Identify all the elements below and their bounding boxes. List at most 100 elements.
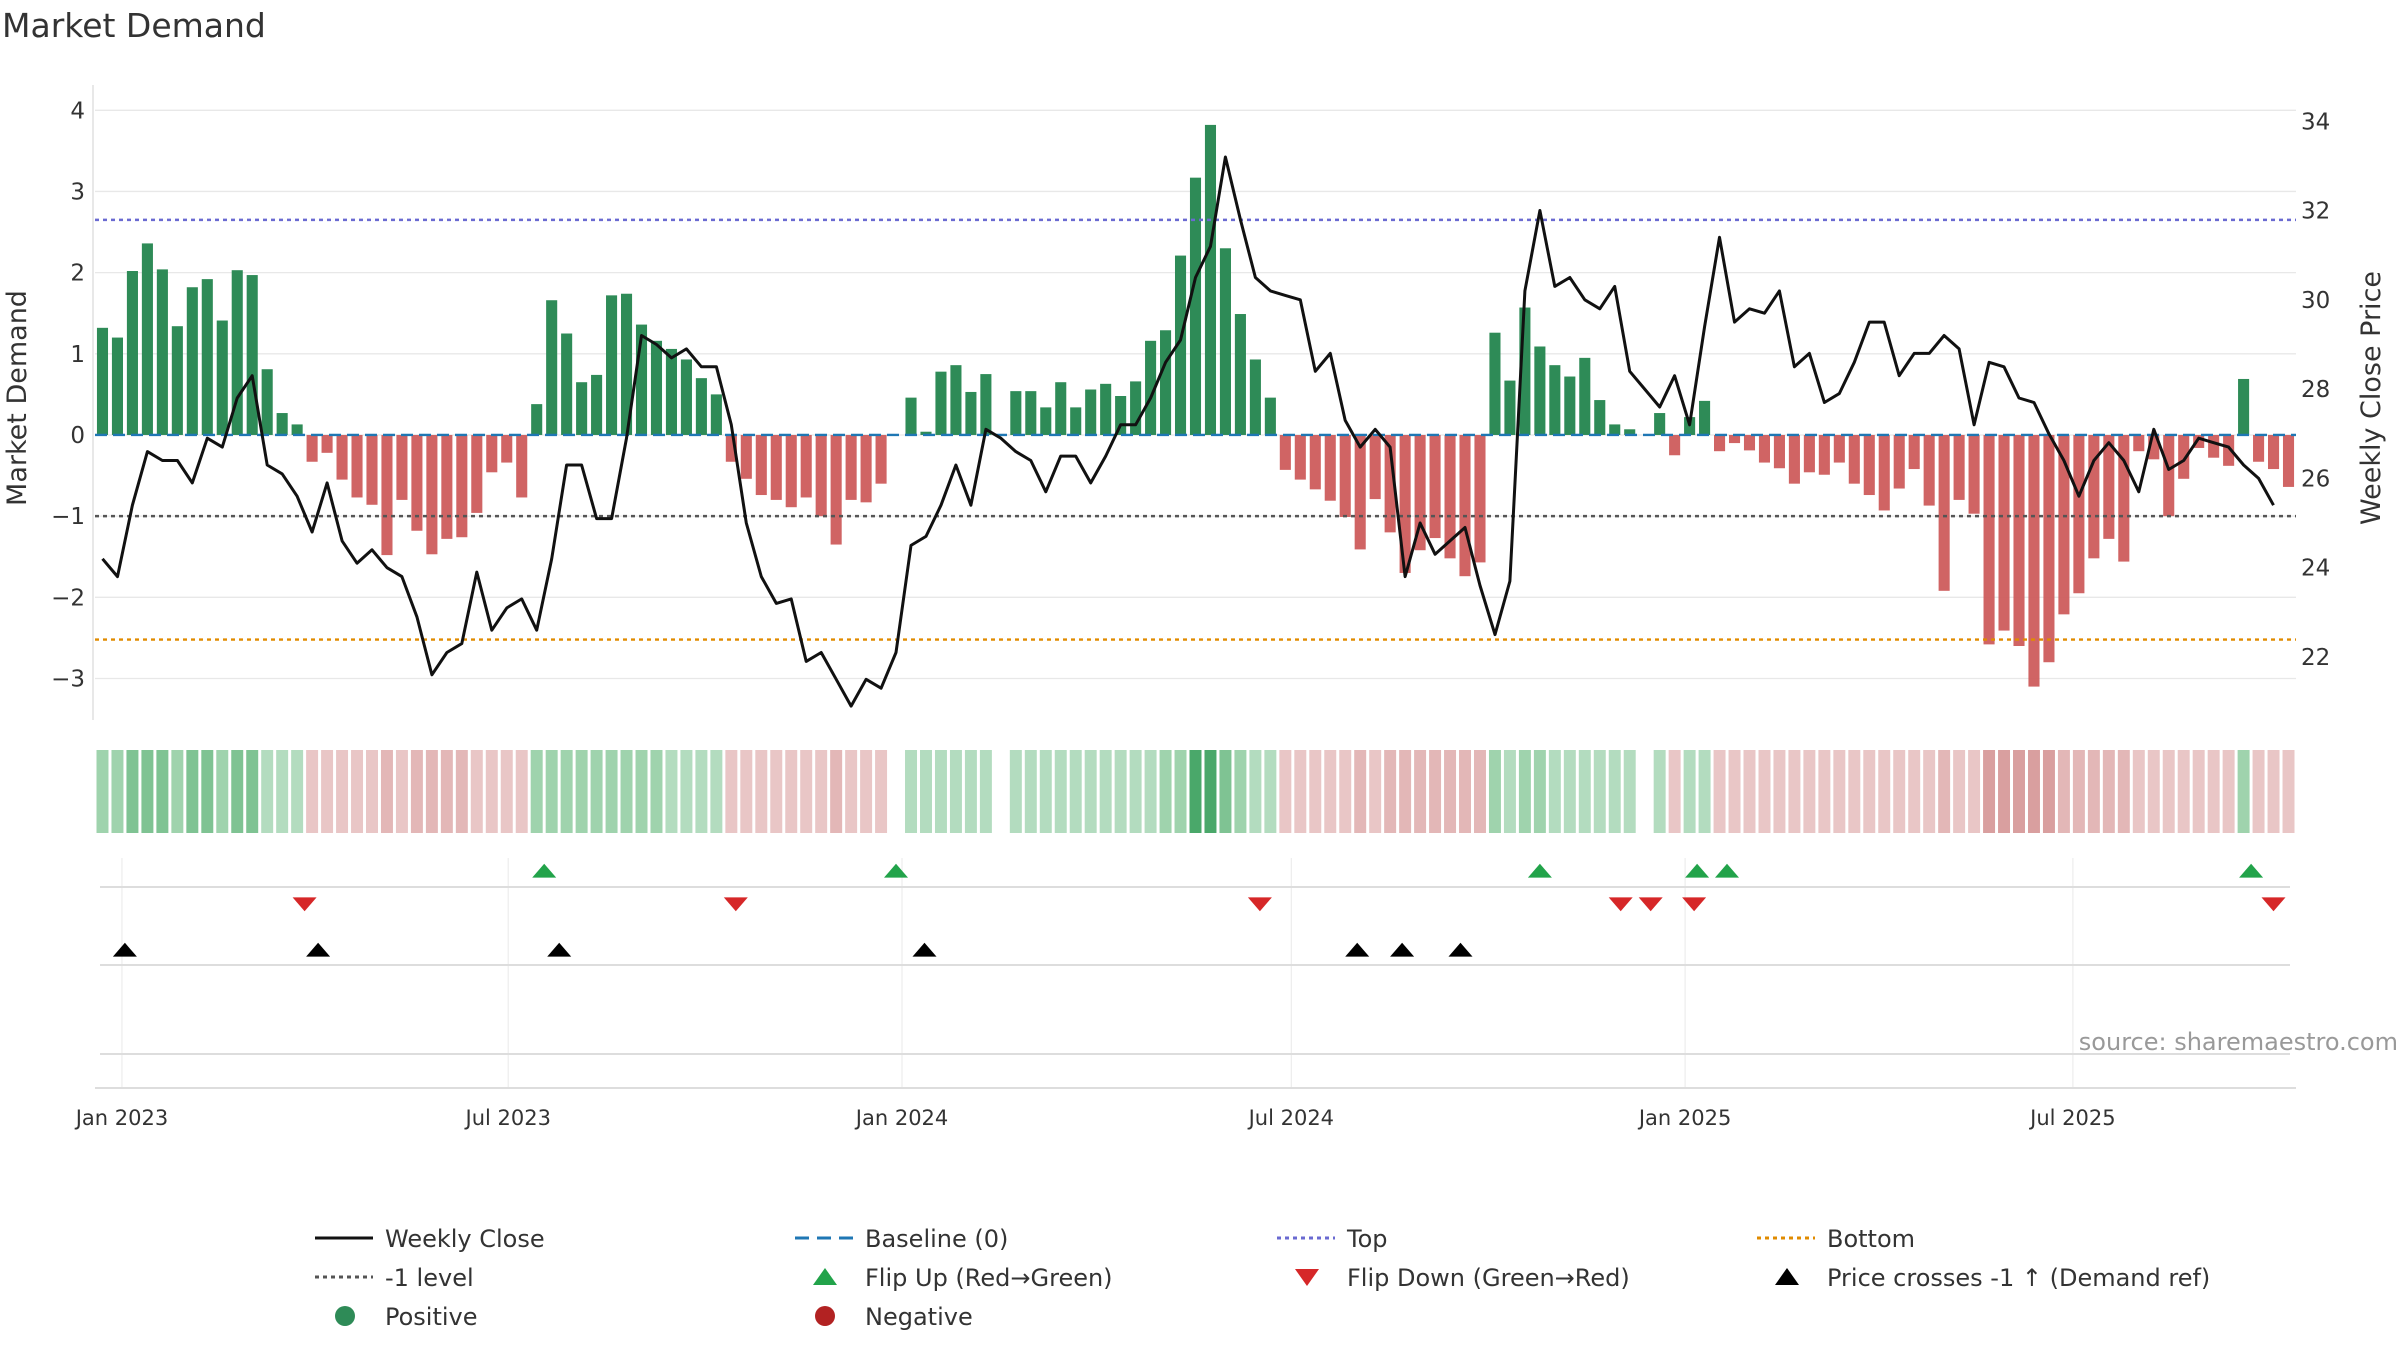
- demand-tile: [2162, 750, 2175, 833]
- flip-down-marker: [292, 897, 317, 912]
- demand-tile: [1294, 750, 1307, 833]
- demand-bar: [815, 434, 827, 517]
- legend-item: -1 level: [315, 1264, 474, 1292]
- demand-tile: [1339, 750, 1352, 833]
- demand-tile: [2282, 750, 2295, 833]
- demand-bar: [2238, 378, 2250, 435]
- demand-tile: [2087, 750, 2100, 833]
- demand-tile: [1084, 750, 1097, 833]
- demand-tile: [1039, 750, 1052, 833]
- demand-tile: [1249, 750, 1262, 833]
- demand-tile: [410, 750, 423, 833]
- demand-tile: [2267, 750, 2280, 833]
- demand-bar: [186, 287, 198, 435]
- legend-swatch-circle: [335, 1306, 355, 1326]
- demand-tile: [875, 750, 888, 833]
- demand-bar: [156, 269, 168, 435]
- demand-bar: [755, 434, 767, 496]
- demand-bar: [1444, 434, 1456, 559]
- demand-bar: [2253, 434, 2265, 462]
- demand-tile: [1698, 750, 1711, 833]
- demand-tile: [1533, 750, 1546, 833]
- demand-tile: [949, 750, 962, 833]
- legend: Weekly Close Baseline (0) Top Bottom -1 leve…: [315, 1225, 2210, 1331]
- demand-bar: [1399, 434, 1411, 573]
- demand-tile: [1548, 750, 1561, 833]
- demand-bar: [1279, 434, 1291, 470]
- legend-label: Negative: [865, 1303, 973, 1331]
- demand-bar: [1714, 434, 1726, 452]
- demand-bar: [650, 340, 663, 435]
- demand-tile: [2222, 750, 2235, 833]
- price-cross-marker: [1345, 942, 1370, 957]
- flip-down-marker: [723, 897, 748, 912]
- demand-tile: [2132, 750, 2145, 833]
- x-tick-label: Jul 2024: [1247, 1106, 1334, 1130]
- demand-bar: [1773, 434, 1785, 469]
- demand-bar: [2268, 434, 2280, 470]
- demand-tile: [380, 750, 393, 833]
- demand-bar: [1998, 434, 2010, 631]
- demand-bar: [321, 434, 333, 453]
- demand-tile: [1414, 750, 1427, 833]
- demand-bar: [920, 431, 932, 435]
- demand-tile: [725, 750, 738, 833]
- demand-bar: [1025, 391, 1037, 435]
- demand-bar: [1219, 248, 1231, 435]
- demand-tile: [1488, 750, 1501, 833]
- demand-bar: [2058, 434, 2070, 615]
- x-tick-label: Jul 2025: [2028, 1106, 2115, 1130]
- demand-bar: [1474, 434, 1486, 563]
- demand-tile: [1054, 750, 1067, 833]
- price-cross-marker: [1390, 942, 1415, 957]
- demand-tile: [1938, 750, 1951, 833]
- demand-tile: [1369, 750, 1382, 833]
- demand-tile: [665, 750, 678, 833]
- legend-item: Price crosses -1 ↑ (Demand ref): [1775, 1264, 2210, 1292]
- demand-tile: [111, 750, 124, 833]
- demand-tile: [710, 750, 723, 833]
- demand-tile: [1953, 750, 1966, 833]
- demand-bar: [1204, 124, 1217, 435]
- demand-tile: [575, 750, 588, 833]
- flip-up-marker: [884, 863, 908, 878]
- demand-bar: [261, 369, 273, 435]
- demand-tile: [560, 750, 573, 833]
- demand-tile: [470, 750, 483, 833]
- demand-bar: [171, 326, 183, 435]
- demand-bar: [1758, 434, 1771, 463]
- demand-tile: [2147, 750, 2160, 833]
- demand-tile: [425, 750, 438, 833]
- demand-bar: [1863, 434, 1875, 496]
- demand-bar: [1070, 407, 1082, 435]
- legend-label: Price crosses -1 ↑ (Demand ref): [1827, 1264, 2210, 1292]
- demand-bar: [1324, 434, 1336, 501]
- demand-bar: [1803, 434, 1815, 473]
- legend-swatch-triangle: [1295, 1269, 1319, 1286]
- demand-tile: [964, 750, 977, 833]
- legend-item: Weekly Close: [315, 1225, 545, 1253]
- demand-bar: [291, 424, 303, 435]
- demand-tile: [1429, 750, 1442, 833]
- demand-bar: [635, 324, 648, 435]
- demand-tile: [845, 750, 858, 833]
- weekly-close-line: [101, 155, 2275, 708]
- demand-tile: [1009, 750, 1022, 833]
- legend-label: Flip Down (Green→Red): [1347, 1264, 1630, 1292]
- demand-bar: [725, 434, 737, 462]
- demand-bar: [486, 434, 498, 473]
- demand-bar: [875, 434, 887, 484]
- demand-tile: [635, 750, 648, 833]
- x-tick-label: Jan 2024: [854, 1106, 949, 1130]
- demand-tile: [2013, 750, 2025, 833]
- flip-up-marker: [532, 863, 557, 878]
- demand-bar: [1234, 314, 1246, 435]
- demand-tile: [590, 750, 603, 833]
- demand-bar: [1699, 400, 1711, 435]
- demand-tile: [530, 750, 543, 833]
- demand-tile: [2117, 750, 2130, 833]
- demand-bar: [561, 333, 573, 435]
- y-right-tick-label: 34: [2301, 109, 2330, 135]
- demand-bar: [1519, 307, 1531, 435]
- demand-tile: [680, 750, 693, 833]
